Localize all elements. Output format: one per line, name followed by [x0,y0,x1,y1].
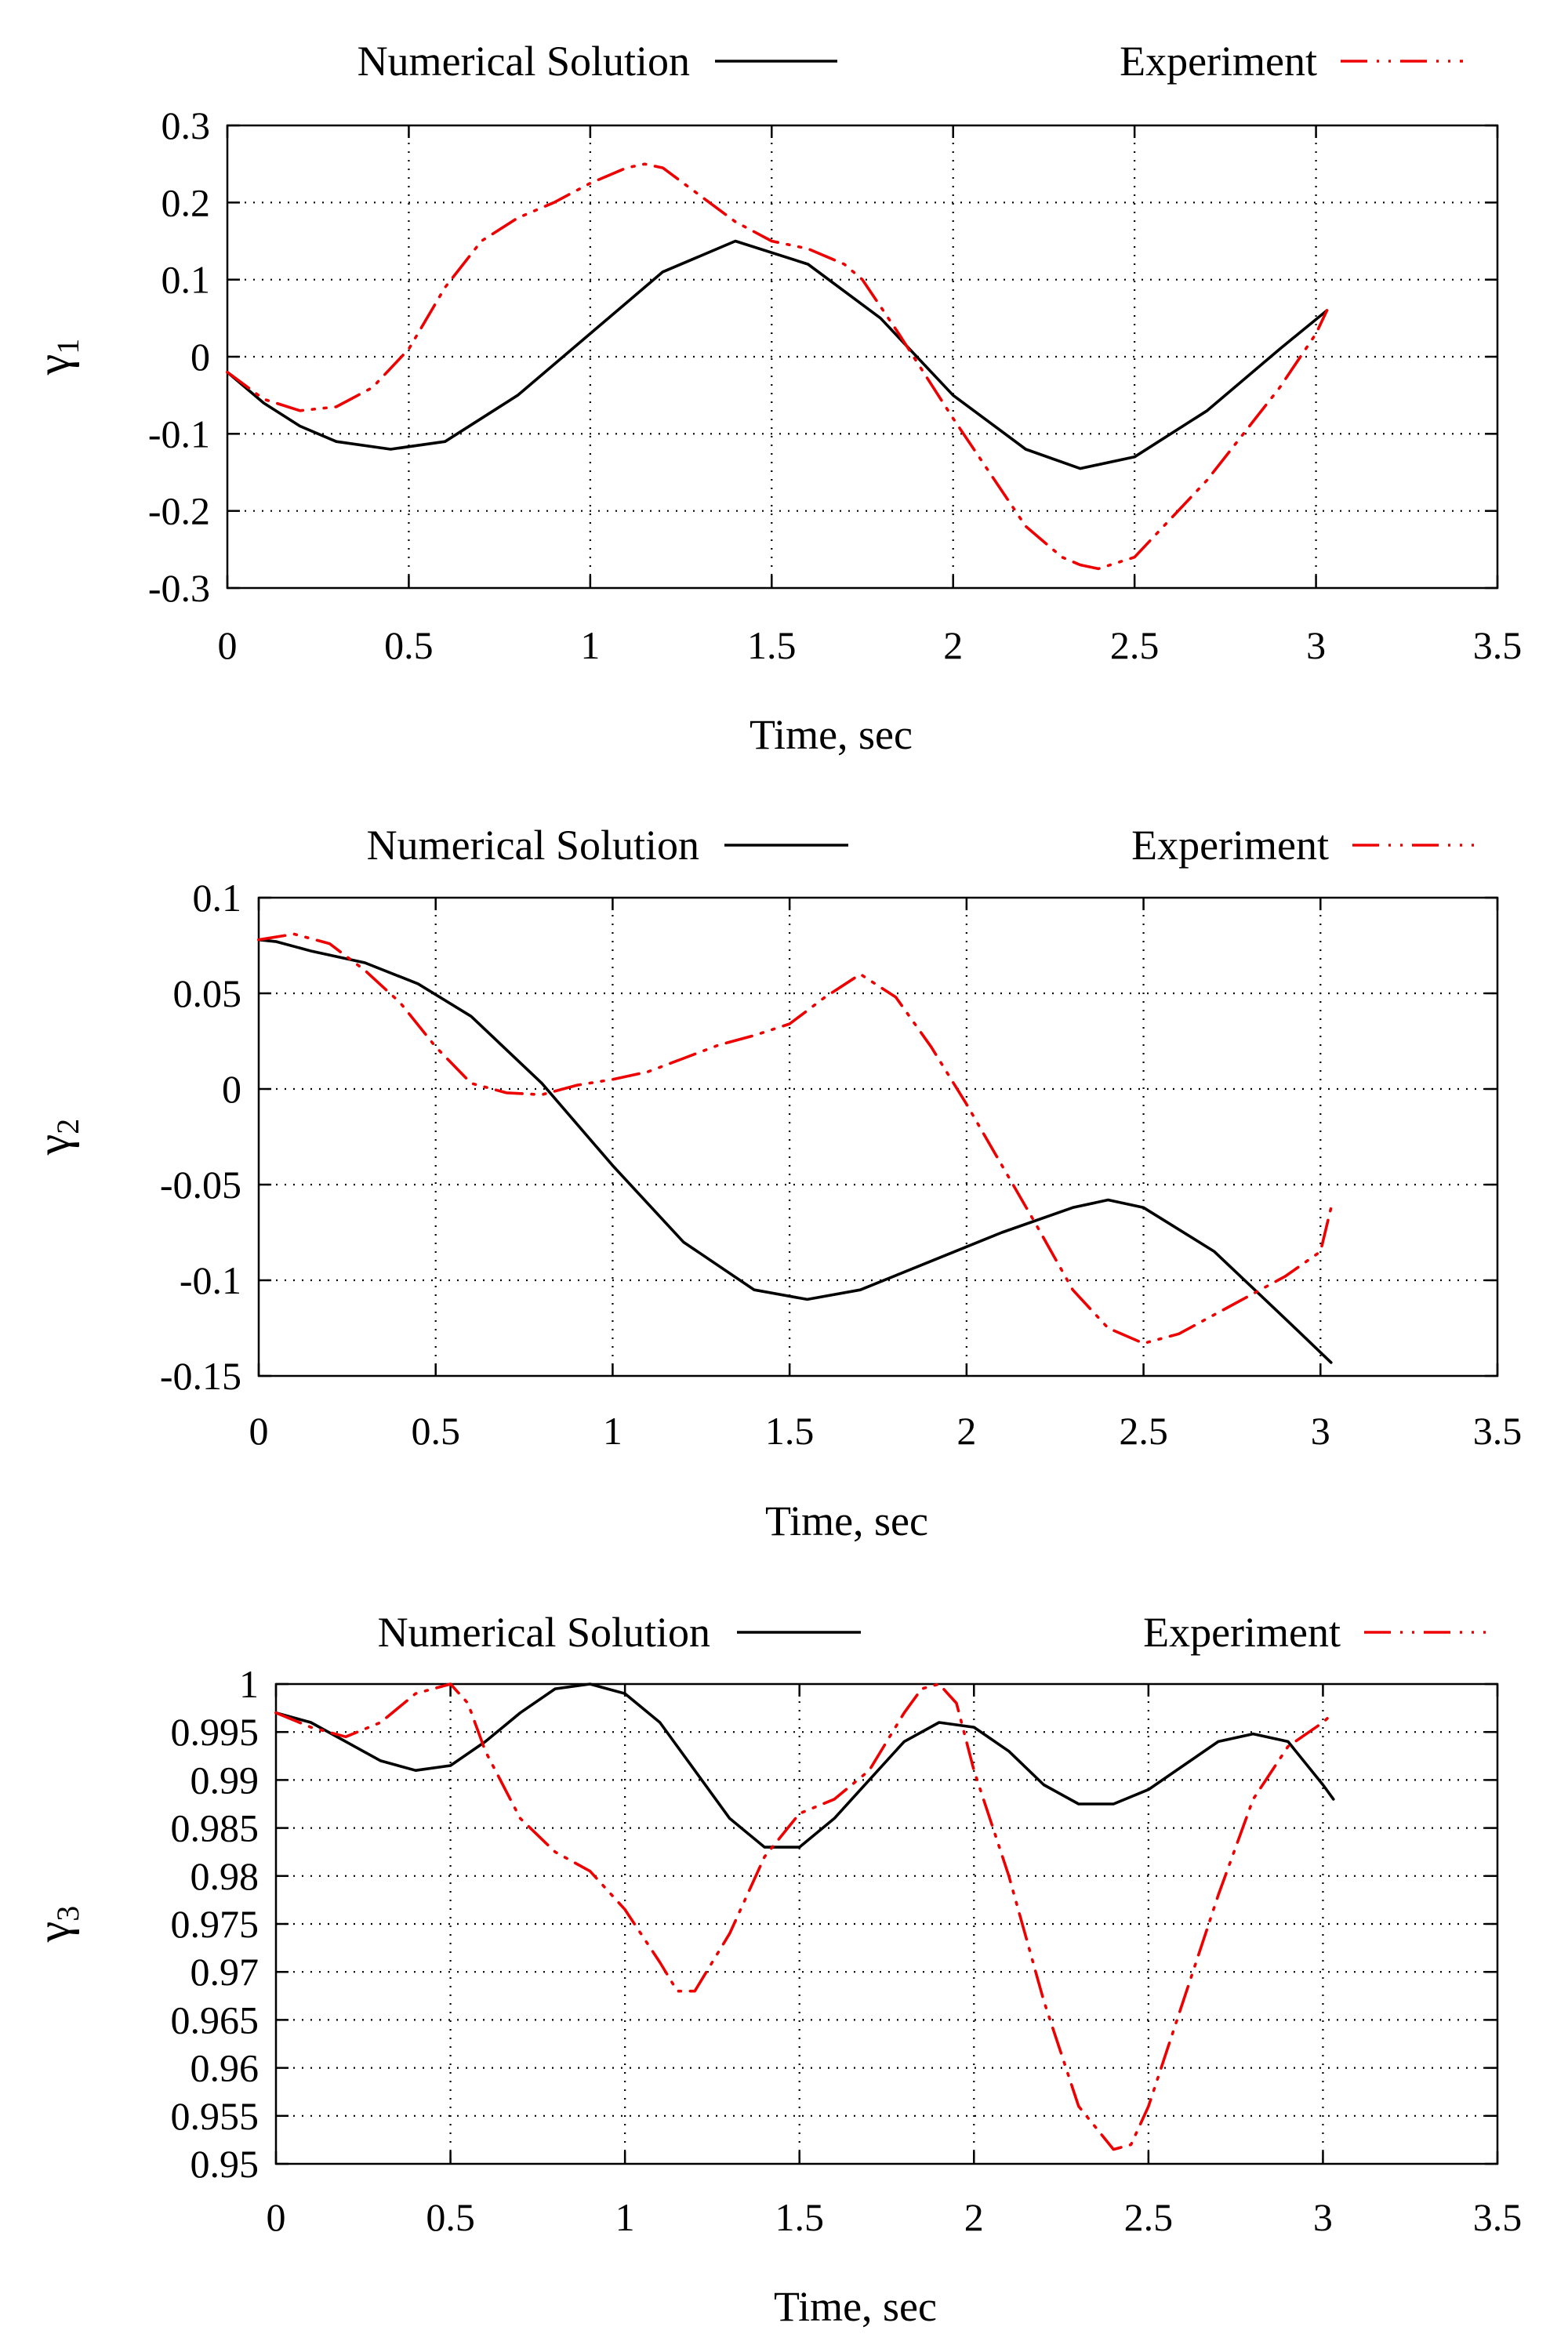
x-axis-title: Time, sec [765,1497,928,1544]
x-axis-title: Time, sec [750,711,913,758]
x-tick-label: 3 [1306,623,1326,667]
x-tick-label: 1 [580,623,600,667]
y-tick-label: -0.3 [148,566,210,610]
y-tick-label: 0.99 [191,1758,260,1802]
legend: Numerical Solution Experiment [358,38,1463,85]
x-tick-label: 3 [1313,2195,1333,2239]
gridlines [227,125,1497,588]
y-tick-label: 0 [191,335,210,379]
series-line-numerical [274,1682,1335,1849]
y-tick-label: 0.95 [191,2142,260,2186]
y-tick-label: 0 [222,1067,241,1111]
plot-frame [274,1682,1499,2165]
gridlines [259,898,1497,1376]
series-line-experiment [274,1682,1335,2151]
plot-frame [257,896,1499,1377]
x-tick-label: 2.5 [1124,2195,1174,2239]
y-tick-label: 0.97 [191,1950,260,1994]
y-tick-label: 0.995 [171,1710,260,1754]
x-tick-label: 0.5 [411,1409,460,1453]
x-tick-label: 3.5 [1473,2195,1523,2239]
x-tick-label: 3.5 [1473,623,1523,667]
y-tick-label: 0.2 [162,180,211,224]
x-tick-label: 1 [603,1409,622,1453]
series-line-experiment [226,162,1329,571]
y-tick-label: 1 [239,1662,259,1706]
y-tick-label: 0.985 [171,1806,260,1850]
x-tick-label: 0.5 [426,2195,475,2239]
x-tick-label: 0 [218,623,238,667]
x-tick-label: 1.5 [775,2195,824,2239]
x-tick-label: 1.5 [765,1409,815,1453]
legend-label-numerical: Numerical Solution [378,1609,710,1656]
y-tick-label: 0.1 [162,258,211,302]
x-tick-label: 0 [267,2195,286,2239]
y-tick-label: 0.98 [191,1854,260,1898]
x-tick-label: 0.5 [384,623,434,667]
y-tick-label: 0.975 [171,1902,260,1946]
y-tick-label: 0.1 [193,876,242,920]
x-axis-title: Time, sec [774,2283,937,2330]
legend-label-numerical: Numerical Solution [367,822,699,869]
y-tick-label: -0.15 [160,1354,241,1398]
y-axis-title: γ1 [27,339,85,376]
y-tick-label: 0.3 [162,103,211,147]
y-tick-label: 0.955 [171,2094,260,2138]
series-line-experiment [257,932,1333,1345]
series-line-numerical [257,938,1333,1364]
chart-panel-1: 0 0.5 1 1.5 2 2.5 3 3.5 -0.3 -0.2 -0.1 0 0.1 0.2 0.3 Ti… [27,38,1522,758]
y-tick-label: -0.1 [148,412,210,456]
x-tick-label: 0 [249,1409,269,1453]
x-tick-label: 3.5 [1473,1409,1523,1453]
legend-label-experiment: Experiment [1143,1609,1341,1656]
x-tick-label: 2 [943,623,963,667]
y-tick-label: -0.05 [160,1163,241,1207]
gridlines [276,1684,1497,2164]
x-tick-label: 2.5 [1119,1409,1168,1453]
y-tick-label: 0.05 [173,971,242,1015]
x-tick-label: 1 [615,2195,635,2239]
series-line-numerical [226,239,1329,470]
y-tick-label: -0.2 [148,489,210,533]
y-tick-label: -0.1 [180,1258,241,1302]
legend: Numerical Solution Experiment [378,1609,1486,1656]
y-axis-title: γ2 [27,1119,85,1156]
x-tick-label: 2 [956,1409,976,1453]
chart-panel-3: 0 0.5 1 1.5 2 2.5 3 3.50.950.9550.960.9650.970.… [27,1609,1522,2330]
legend-label-experiment: Experiment [1131,822,1329,869]
x-tick-label: 2.5 [1110,623,1160,667]
legend-label-experiment: Experiment [1120,38,1317,85]
y-tick-label: 0.965 [171,1998,260,2042]
x-tick-label: 3 [1311,1409,1330,1453]
x-tick-label: 1.5 [747,623,797,667]
x-tick-label: 2 [964,2195,984,2239]
legend-label-numerical: Numerical Solution [358,38,690,85]
legend: Numerical Solution Experiment [367,822,1474,869]
chart-panel-2: 0 0.5 1 1.5 2 2.5 3 3.5 -0.15 -0.1 -0.05 0 0.05 0.1 Ti… [27,822,1522,1544]
y-tick-label: 0.96 [191,2046,260,2090]
y-axis-title: γ3 [27,1906,85,1944]
